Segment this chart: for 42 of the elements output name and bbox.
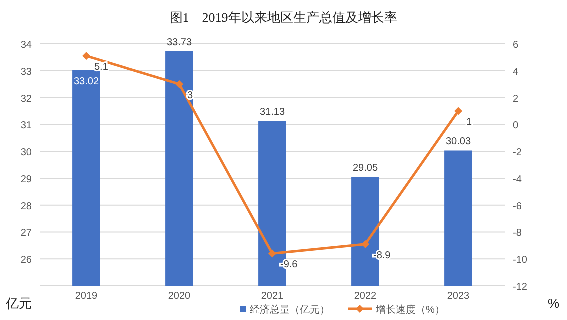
- x-tick-label: 2022: [354, 291, 378, 302]
- y-tick-label: 32: [20, 94, 32, 105]
- point: [176, 80, 184, 88]
- data-label: 33.02: [74, 76, 100, 88]
- chart-title: 图1 2019年以来地区生产总值及增长率: [170, 10, 398, 25]
- x-tick-label: 2019: [75, 291, 98, 302]
- x-tick-label: 2021: [261, 291, 284, 302]
- y2-tick-label: -2: [513, 148, 522, 159]
- x-tick-label: 2020: [168, 291, 192, 302]
- y2-tick-label: 6: [513, 40, 519, 51]
- data-label: 3: [188, 90, 194, 102]
- data-label: 29.05: [352, 163, 378, 174]
- y2-tick-label: 0: [513, 120, 519, 132]
- y-tick-label: 34: [20, 40, 32, 51]
- y2-tick-label: -6: [513, 201, 522, 212]
- legend-label: 经济总量（亿元）: [250, 304, 330, 316]
- y-tick-label: 27: [20, 228, 32, 240]
- legend-label: 增长速度（%）: [375, 304, 445, 316]
- y-axis-title: 亿元: [5, 296, 32, 311]
- y2-tick-label: 4: [513, 66, 519, 78]
- y2-tick-label: 2: [513, 94, 519, 105]
- y-tick-label: 28: [20, 201, 32, 212]
- y-tick-label: 31: [20, 120, 32, 132]
- y2-tick-label: -4: [513, 174, 522, 186]
- data-label: 33.73: [166, 37, 192, 48]
- y2-tick-label: -8: [513, 228, 522, 240]
- point: [454, 107, 462, 116]
- data-label: 1: [466, 117, 472, 128]
- data-label: 5.1: [94, 62, 109, 74]
- data-label: 31.13: [260, 107, 286, 118]
- y2-axis-title: %: [548, 296, 560, 311]
- x-tick-label: 2023: [447, 291, 470, 302]
- point: [362, 240, 370, 248]
- y-tick-label: 33: [20, 66, 32, 78]
- y2-tick-label: -12: [513, 282, 528, 293]
- data-label: 30.03: [446, 136, 472, 148]
- y-tick-label: 26: [20, 255, 32, 266]
- point: [82, 52, 90, 60]
- y-tick-label: 30: [20, 148, 32, 159]
- y2-tick-label: -10: [513, 255, 528, 266]
- point: [268, 250, 276, 258]
- y-tick-label: 29: [20, 174, 32, 186]
